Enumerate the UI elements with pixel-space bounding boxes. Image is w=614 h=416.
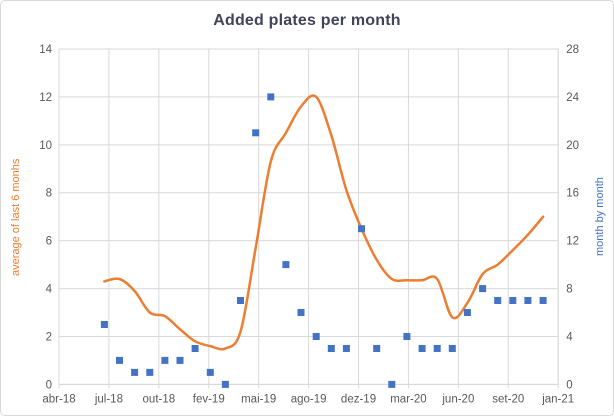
average-line-series — [103, 94, 545, 351]
month-data-point-marker — [252, 129, 260, 137]
month-data-point-marker — [191, 345, 199, 352]
x-axis-tick-label: mar-20 — [390, 393, 426, 405]
x-axis-tick-label: out-18 — [143, 393, 176, 405]
right-axis-tick-label: 20 — [566, 140, 579, 152]
month-data-point-marker — [479, 285, 487, 293]
month-data-point-marker — [509, 297, 517, 304]
x-axis-tick-label: dez-19 — [341, 393, 376, 405]
month-data-point-marker — [327, 345, 335, 352]
month-data-point-marker — [206, 368, 214, 376]
right-axis-tick-label: 0 — [566, 379, 572, 391]
month-data-point-marker — [494, 297, 502, 304]
left-axis-tick-label: 0 — [46, 379, 52, 391]
month-data-point-marker — [131, 368, 139, 376]
month-data-point-marker — [176, 356, 184, 364]
month-data-point-marker — [433, 345, 441, 352]
right-axis-tick-label: 8 — [566, 284, 572, 296]
month-data-point-marker — [282, 261, 290, 269]
left-axis-tick-label: 6 — [46, 236, 52, 248]
right-axis-tick-label: 4 — [566, 331, 573, 343]
month-data-point-marker — [373, 345, 381, 352]
month-data-point-marker — [448, 345, 456, 352]
month-data-point-marker — [221, 380, 229, 388]
left-axis-tick-label: 14 — [39, 44, 52, 56]
month-data-point-marker — [539, 297, 547, 304]
month-data-point-marker — [237, 297, 244, 304]
x-axis-tick-label: set-20 — [492, 393, 524, 405]
left-axis-tick-label: 4 — [46, 284, 53, 296]
left-axis-tick-label: 8 — [46, 188, 52, 200]
x-axis-tick-label: jul-18 — [94, 393, 123, 405]
month-data-point-marker — [342, 345, 350, 352]
month-data-point-marker — [146, 368, 154, 376]
month-data-point-marker — [388, 380, 396, 388]
x-axis-tick-label: ago-19 — [291, 393, 327, 405]
left-axis-tick-label: 10 — [39, 140, 52, 152]
right-axis-tick-label: 28 — [566, 44, 579, 56]
left-axis-tick-label: 12 — [39, 92, 52, 104]
month-data-point-marker — [297, 309, 305, 316]
month-data-point-marker — [161, 356, 169, 364]
month-data-point-marker — [100, 321, 108, 328]
month-data-point-marker — [403, 333, 411, 340]
month-data-point-marker — [418, 345, 426, 352]
chart-title: Added plates per month — [213, 12, 401, 29]
month-data-point-marker — [116, 356, 123, 364]
month-data-point-marker — [312, 333, 320, 340]
x-axis-tick-label: mai-19 — [241, 393, 276, 405]
month-data-point-marker — [358, 225, 365, 233]
month-data-point-marker — [524, 297, 532, 304]
x-axis-tick-label: jun-20 — [441, 393, 474, 405]
left-axis-tick-label: 2 — [46, 331, 52, 343]
right-axis-tick-label: 16 — [566, 188, 579, 200]
x-axis-tick-label: abr-18 — [42, 393, 75, 405]
x-axis-tick-label: jan-21 — [541, 393, 574, 405]
x-axis-tick-label: fev-19 — [193, 393, 225, 405]
month-data-point-marker — [463, 309, 471, 316]
right-axis-tick-label: 12 — [566, 236, 579, 248]
month-data-point-marker — [267, 93, 275, 101]
right-axis-tick-label: 24 — [566, 92, 579, 104]
